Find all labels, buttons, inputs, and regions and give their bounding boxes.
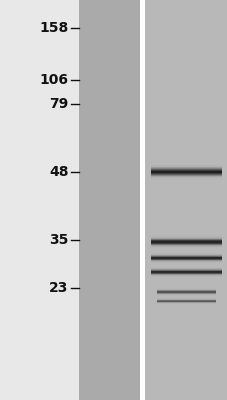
Bar <box>140 0 144 400</box>
Bar <box>151 178 221 179</box>
Bar <box>78 0 140 400</box>
Bar <box>151 179 221 180</box>
Bar <box>151 164 221 165</box>
Bar <box>151 163 221 164</box>
Bar <box>151 169 221 170</box>
Text: 35: 35 <box>49 233 68 247</box>
Bar <box>151 180 221 181</box>
Bar <box>151 177 221 178</box>
Bar <box>151 175 221 176</box>
Text: 48: 48 <box>49 165 68 179</box>
Bar <box>151 176 221 177</box>
Bar <box>151 172 221 173</box>
Bar <box>151 173 221 174</box>
Text: 158: 158 <box>39 21 68 35</box>
Bar <box>151 168 221 169</box>
Bar <box>151 166 221 167</box>
Bar <box>151 165 221 166</box>
Text: 79: 79 <box>49 97 68 111</box>
Text: 23: 23 <box>49 281 68 295</box>
Text: 106: 106 <box>39 73 68 87</box>
Bar <box>151 167 221 168</box>
Bar <box>151 171 221 172</box>
Bar <box>151 170 221 171</box>
Bar <box>151 174 221 175</box>
Bar <box>144 0 227 400</box>
